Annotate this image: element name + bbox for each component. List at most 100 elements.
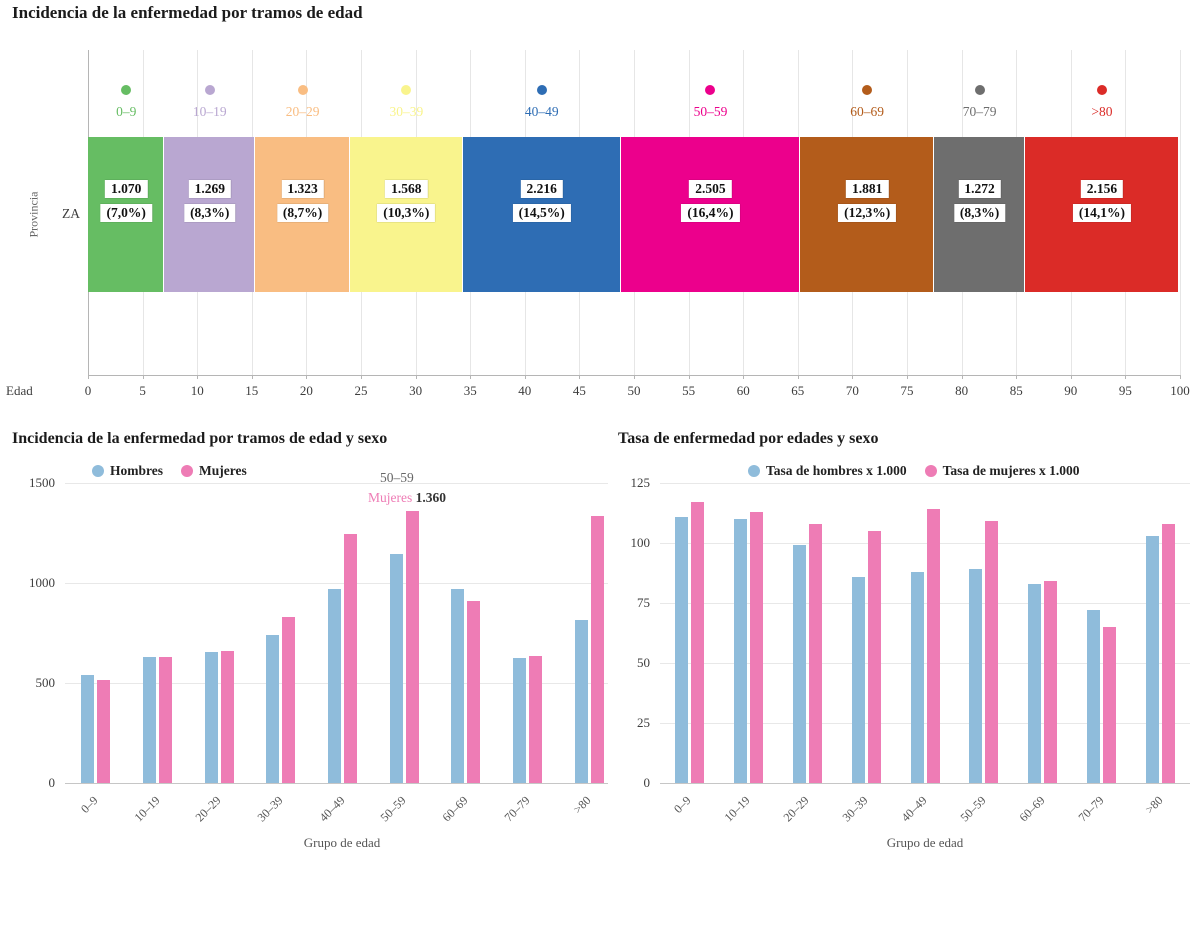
x-tick-label: 65 bbox=[791, 383, 805, 398]
y-gridline bbox=[660, 543, 1190, 544]
bar-mujeres[interactable] bbox=[405, 511, 419, 783]
bar-tasa-de-mujeres-x-1-000[interactable] bbox=[1162, 523, 1176, 783]
category-label: 0–9 bbox=[671, 793, 695, 816]
pct-chip: (16,4%) bbox=[681, 204, 740, 222]
y-tick-label: 50 bbox=[637, 655, 650, 670]
bar-tasa-de-hombres-x-1-000[interactable] bbox=[969, 569, 983, 783]
pct-chip: (8,7%) bbox=[276, 204, 329, 222]
legend-label: Hombres bbox=[110, 463, 163, 478]
bar-mujeres[interactable] bbox=[529, 656, 542, 783]
x-tick-mark bbox=[1070, 375, 1072, 379]
bar-tasa-de-hombres-x-1-000[interactable] bbox=[851, 576, 865, 783]
bar-tasa-de-hombres-x-1-000[interactable] bbox=[1028, 583, 1042, 783]
bar-mujeres[interactable] bbox=[97, 680, 111, 783]
x-axis-line bbox=[88, 375, 1180, 376]
bar-tasa-de-hombres-x-1-000[interactable] bbox=[674, 516, 688, 783]
x-tick-mark bbox=[415, 375, 417, 379]
bar-tasa-de-mujeres-x-1-000[interactable] bbox=[867, 531, 881, 783]
x-tick-label: 50 bbox=[627, 383, 641, 398]
chart-title: Incidencia de la enfermedad por tramos d… bbox=[12, 3, 363, 22]
pct-chip: (10,3%) bbox=[377, 204, 436, 222]
bar-hombres[interactable] bbox=[204, 652, 218, 783]
category-label: 60–69 bbox=[439, 793, 471, 825]
rate-by-age-sex-chart: Tasa de enfermedad por edades y sexo 0 25… bbox=[608, 425, 1200, 895]
x-tick-mark bbox=[743, 375, 745, 379]
category-label: 0–9 bbox=[77, 793, 101, 816]
bar-mujeres[interactable] bbox=[282, 617, 296, 783]
x-tick-mark bbox=[907, 375, 908, 379]
bar-mujeres[interactable] bbox=[220, 651, 234, 783]
x-tick-mark bbox=[1125, 375, 1127, 379]
chart-title: Tasa de enfermedad por edades y sexo bbox=[618, 430, 879, 447]
bar-tasa-de-mujeres-x-1-000[interactable] bbox=[1103, 627, 1117, 783]
y-tick-label: 0 bbox=[643, 775, 651, 790]
x-tick-label: 35 bbox=[463, 383, 477, 398]
bar-tasa-de-mujeres-x-1-000[interactable] bbox=[808, 523, 822, 783]
category-label: 70–79 bbox=[500, 793, 533, 825]
category-label: 40–49 bbox=[315, 793, 348, 825]
value-chip: 1.070 bbox=[105, 180, 148, 198]
bar-tasa-de-hombres-x-1-000[interactable] bbox=[910, 571, 924, 783]
legend-label: 60–69 bbox=[850, 104, 885, 119]
x-tick-mark bbox=[634, 375, 635, 379]
legend-item-mujeres[interactable]: Mujeres bbox=[181, 463, 247, 479]
bar-hombres[interactable] bbox=[143, 657, 156, 783]
category-label: 60–69 bbox=[1016, 793, 1048, 825]
legend-item-hombres[interactable]: Hombres bbox=[92, 463, 163, 479]
bar-tasa-de-mujeres-x-1-000[interactable] bbox=[985, 521, 999, 783]
x-tick-mark bbox=[1016, 375, 1018, 379]
x-tick-label: 100 bbox=[1170, 383, 1190, 398]
pct-chip: (14,1%) bbox=[1072, 204, 1131, 222]
y-gridline bbox=[65, 783, 620, 784]
x-tick-mark bbox=[306, 375, 308, 379]
bar-hombres[interactable] bbox=[451, 589, 465, 783]
bar-mujeres[interactable] bbox=[467, 601, 481, 783]
bar-mujeres[interactable] bbox=[344, 534, 357, 783]
x-tick-label: 80 bbox=[955, 383, 969, 398]
y-gridline bbox=[65, 683, 620, 684]
bar-tasa-de-mujeres-x-1-000[interactable] bbox=[690, 502, 704, 783]
bar-tasa-de-mujeres-x-1-000[interactable] bbox=[1044, 581, 1058, 783]
bar-tasa-de-hombres-x-1-000[interactable] bbox=[1087, 610, 1101, 783]
bar-hombres[interactable] bbox=[266, 635, 280, 783]
bar-hombres[interactable] bbox=[574, 620, 588, 783]
incidence-by-age-sex-chart: Incidencia de la enfermedad por tramos d… bbox=[0, 425, 620, 895]
x-tick-label: 15 bbox=[245, 383, 259, 398]
legend-label: 0–9 bbox=[116, 104, 137, 119]
bar-mujeres[interactable] bbox=[159, 657, 172, 783]
y-gridline bbox=[65, 583, 620, 584]
y-gridline bbox=[660, 603, 1190, 604]
x-tick-mark bbox=[797, 375, 799, 379]
x-tick-label: 75 bbox=[900, 383, 914, 398]
value-chip: 2.505 bbox=[689, 180, 732, 198]
chart-title: Incidencia de la enfermedad por tramos d… bbox=[12, 430, 388, 447]
legend-dot bbox=[974, 85, 985, 95]
pct-chip: (8,3%) bbox=[953, 204, 1006, 222]
bar-hombres[interactable] bbox=[389, 554, 403, 783]
x-tick-mark bbox=[1180, 375, 1181, 379]
value-chip: 1.269 bbox=[188, 180, 231, 198]
legend-label: Mujeres bbox=[199, 463, 247, 478]
bar-tasa-de-mujeres-x-1-000[interactable] bbox=[749, 511, 763, 783]
bar-tasa-de-hombres-x-1-000[interactable] bbox=[733, 519, 747, 783]
bar-tasa-de-hombres-x-1-000[interactable] bbox=[792, 545, 806, 783]
category-label: 10–19 bbox=[130, 793, 163, 825]
legend-item-tasa-de-mujeres-x-1-000[interactable]: Tasa de mujeres x 1.000 bbox=[924, 463, 1080, 479]
x-gridline bbox=[1180, 50, 1181, 375]
x-tick-label: 95 bbox=[1118, 383, 1132, 398]
legend-dot bbox=[536, 85, 547, 95]
legend-item-tasa-de-hombres-x-1-000[interactable]: Tasa de hombres x 1.000 bbox=[748, 463, 907, 479]
bar-hombres[interactable] bbox=[328, 589, 341, 783]
x-tick-label: 85 bbox=[1009, 383, 1023, 398]
bar-mujeres[interactable] bbox=[590, 516, 604, 783]
tooltip-category: 50–59 bbox=[380, 470, 414, 485]
legend-label: Tasa de hombres x 1.000 bbox=[766, 463, 907, 478]
x-tick-mark bbox=[579, 375, 581, 379]
bar-hombres[interactable] bbox=[81, 675, 95, 783]
x-tick-mark bbox=[470, 375, 472, 379]
bar-tasa-de-mujeres-x-1-000[interactable] bbox=[926, 509, 940, 783]
legend-dot bbox=[121, 85, 132, 95]
bar-hombres[interactable] bbox=[513, 658, 526, 783]
bar-tasa-de-hombres-x-1-000[interactable] bbox=[1146, 535, 1160, 783]
